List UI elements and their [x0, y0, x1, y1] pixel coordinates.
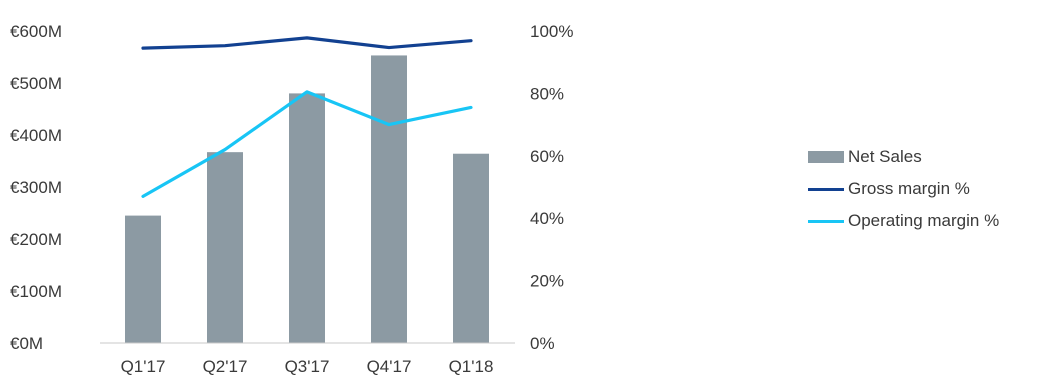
x-tick-label: Q1'18 [449, 357, 494, 376]
right-tick-label: 40% [530, 209, 564, 228]
x-tick-label: Q1'17 [121, 357, 166, 376]
left-tick-label: €600M [10, 22, 62, 41]
legend-swatch-net-sales [808, 151, 844, 163]
right-tick-label: 0% [530, 334, 555, 353]
bars-group [125, 55, 489, 344]
bar-net-sales-0 [125, 215, 161, 343]
x-tick-label: Q4'17 [367, 357, 412, 376]
x-axis: Q1'17 Q2'17 Q3'17 Q4'17 Q1'18 [121, 357, 494, 376]
legend: Net Sales Gross margin % Operating margi… [808, 141, 1058, 237]
right-tick-label: 60% [530, 147, 564, 166]
left-tick-label: €100M [10, 282, 62, 301]
legend-item-gross-margin: Gross margin % [808, 173, 1058, 205]
lines-group [141, 36, 473, 198]
left-tick-label: €200M [10, 230, 62, 249]
legend-item-operating-margin: Operating margin % [808, 205, 1058, 237]
bar-net-sales-2 [289, 93, 325, 344]
x-tick-label: Q3'17 [285, 357, 330, 376]
line-gross-margin [141, 36, 473, 50]
right-tick-label: 20% [530, 272, 564, 291]
left-tick-label: €400M [10, 126, 62, 145]
bar-net-sales-4 [453, 153, 489, 343]
legend-label-net-sales: Net Sales [848, 147, 922, 166]
bar-net-sales-1 [207, 152, 243, 343]
right-axis: 0% 20% 40% 60% 80% 100% [530, 22, 573, 353]
legend-label-operating-margin: Operating margin % [848, 211, 1000, 230]
right-tick-label: 100% [530, 22, 573, 41]
left-tick-label: €0M [10, 334, 43, 353]
x-tick-label: Q2'17 [203, 357, 248, 376]
legend-swatch-gross-margin [808, 187, 844, 191]
right-tick-label: 80% [530, 84, 564, 103]
legend-swatch-operating-margin [808, 219, 844, 223]
line-operating-margin [141, 90, 473, 198]
left-tick-label: €500M [10, 74, 62, 93]
left-axis: €0M €100M €200M €300M €400M €500M €600M [10, 22, 62, 353]
left-tick-label: €300M [10, 178, 62, 197]
bar-net-sales-3 [371, 55, 407, 343]
legend-item-net-sales: Net Sales [808, 141, 1058, 173]
legend-label-gross-margin: Gross margin % [848, 179, 970, 198]
